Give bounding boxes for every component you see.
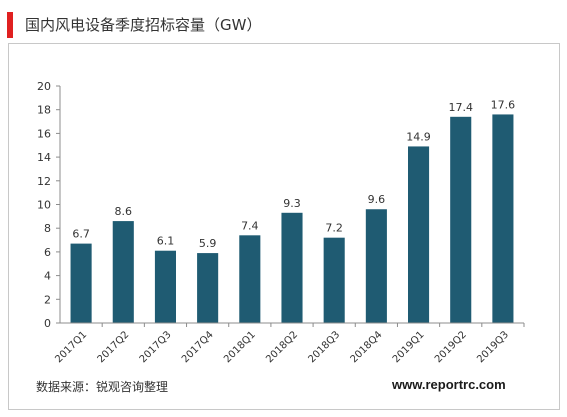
y-tick-label: 18 bbox=[37, 104, 51, 117]
chart-title: 国内风电设备季度招标容量（GW） bbox=[25, 16, 262, 34]
bar-value-label: 8.6 bbox=[115, 205, 133, 218]
bar bbox=[408, 146, 430, 323]
bar-value-label: 7.2 bbox=[325, 222, 343, 235]
x-tick-label: 2017Q3 bbox=[138, 329, 174, 365]
x-tick-label: 2019Q2 bbox=[433, 329, 469, 365]
y-tick-label: 16 bbox=[37, 127, 51, 140]
y-tick-label: 6 bbox=[44, 246, 51, 259]
x-tick-label: 2019Q3 bbox=[475, 329, 511, 365]
bar bbox=[112, 221, 134, 323]
y-axis: 0 2 4 6 8 10 12 14 16 18 20 bbox=[37, 80, 61, 330]
x-tick-label: 2019Q1 bbox=[391, 329, 427, 365]
bar bbox=[70, 243, 92, 323]
x-tick-label: 2017Q1 bbox=[53, 329, 89, 365]
x-tick-label: 2017Q4 bbox=[180, 329, 216, 365]
bar bbox=[154, 250, 176, 323]
x-tick-label: 2018Q4 bbox=[349, 329, 385, 365]
bar bbox=[239, 235, 261, 323]
bar bbox=[450, 116, 472, 323]
bar-value-label: 5.9 bbox=[199, 237, 217, 250]
y-tick-label: 10 bbox=[37, 199, 51, 212]
x-tick-label: 2018Q3 bbox=[306, 329, 342, 365]
bar-value-label: 9.6 bbox=[368, 193, 386, 206]
bar-value-label: 9.3 bbox=[283, 197, 301, 210]
bar bbox=[323, 237, 345, 323]
bar-value-label: 17.6 bbox=[491, 98, 516, 111]
title-accent-bar bbox=[7, 12, 13, 38]
x-tick-label: 2018Q2 bbox=[264, 329, 300, 365]
bar bbox=[365, 209, 387, 323]
y-tick-label: 12 bbox=[37, 175, 51, 188]
bar-value-label: 6.1 bbox=[157, 235, 175, 248]
y-tick-label: 4 bbox=[44, 270, 51, 283]
bars: 6.7 8.6 6.1 5.9 7.4 9.3 7.2 9.6 14.9 17.4 17.6 bbox=[70, 98, 516, 323]
x-axis: 2017Q1 2017Q2 2017Q3 2017Q4 2018Q1 2018Q2 2018… bbox=[53, 322, 525, 365]
y-tick-label: 0 bbox=[44, 317, 51, 330]
bar-value-label: 17.4 bbox=[448, 101, 473, 114]
y-tick-label: 14 bbox=[37, 151, 51, 164]
website-url: www.reportrc.com bbox=[392, 377, 506, 392]
x-tick-label: 2017Q2 bbox=[96, 329, 132, 365]
bar bbox=[281, 212, 303, 323]
y-tick-label: 20 bbox=[37, 80, 51, 93]
bar-value-label: 6.7 bbox=[72, 228, 90, 241]
title-bar: 国内风电设备季度招标容量（GW） bbox=[0, 0, 567, 38]
chart-frame bbox=[8, 43, 560, 410]
data-source-note: 数据来源：锐观咨询整理 bbox=[36, 380, 169, 394]
bar-value-label: 14.9 bbox=[406, 130, 431, 143]
bar bbox=[197, 253, 219, 323]
y-tick-label: 8 bbox=[44, 222, 51, 235]
x-tick-label: 2018Q1 bbox=[222, 329, 258, 365]
y-tick-label: 2 bbox=[44, 293, 51, 306]
bar-value-label: 7.4 bbox=[241, 219, 259, 232]
bar bbox=[492, 114, 514, 323]
